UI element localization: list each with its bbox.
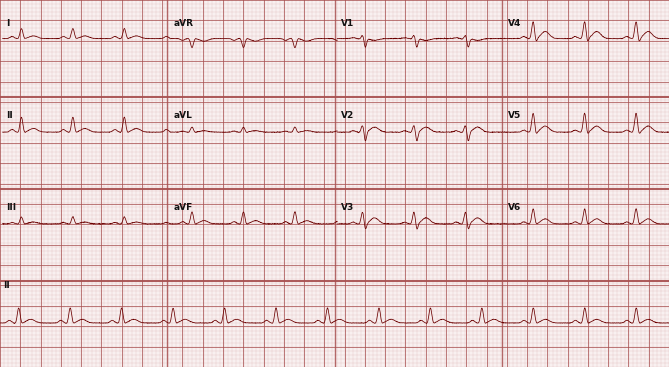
Text: II: II [3,281,9,290]
Text: aVF: aVF [173,203,193,212]
Text: V4: V4 [508,19,521,28]
Text: V3: V3 [341,203,354,212]
Text: II: II [6,111,13,120]
Text: III: III [6,203,16,212]
Text: aVR: aVR [173,19,193,28]
Text: I: I [6,19,9,28]
Text: V6: V6 [508,203,521,212]
Text: V2: V2 [341,111,354,120]
Text: V1: V1 [341,19,354,28]
Text: V5: V5 [508,111,521,120]
Text: aVL: aVL [173,111,192,120]
